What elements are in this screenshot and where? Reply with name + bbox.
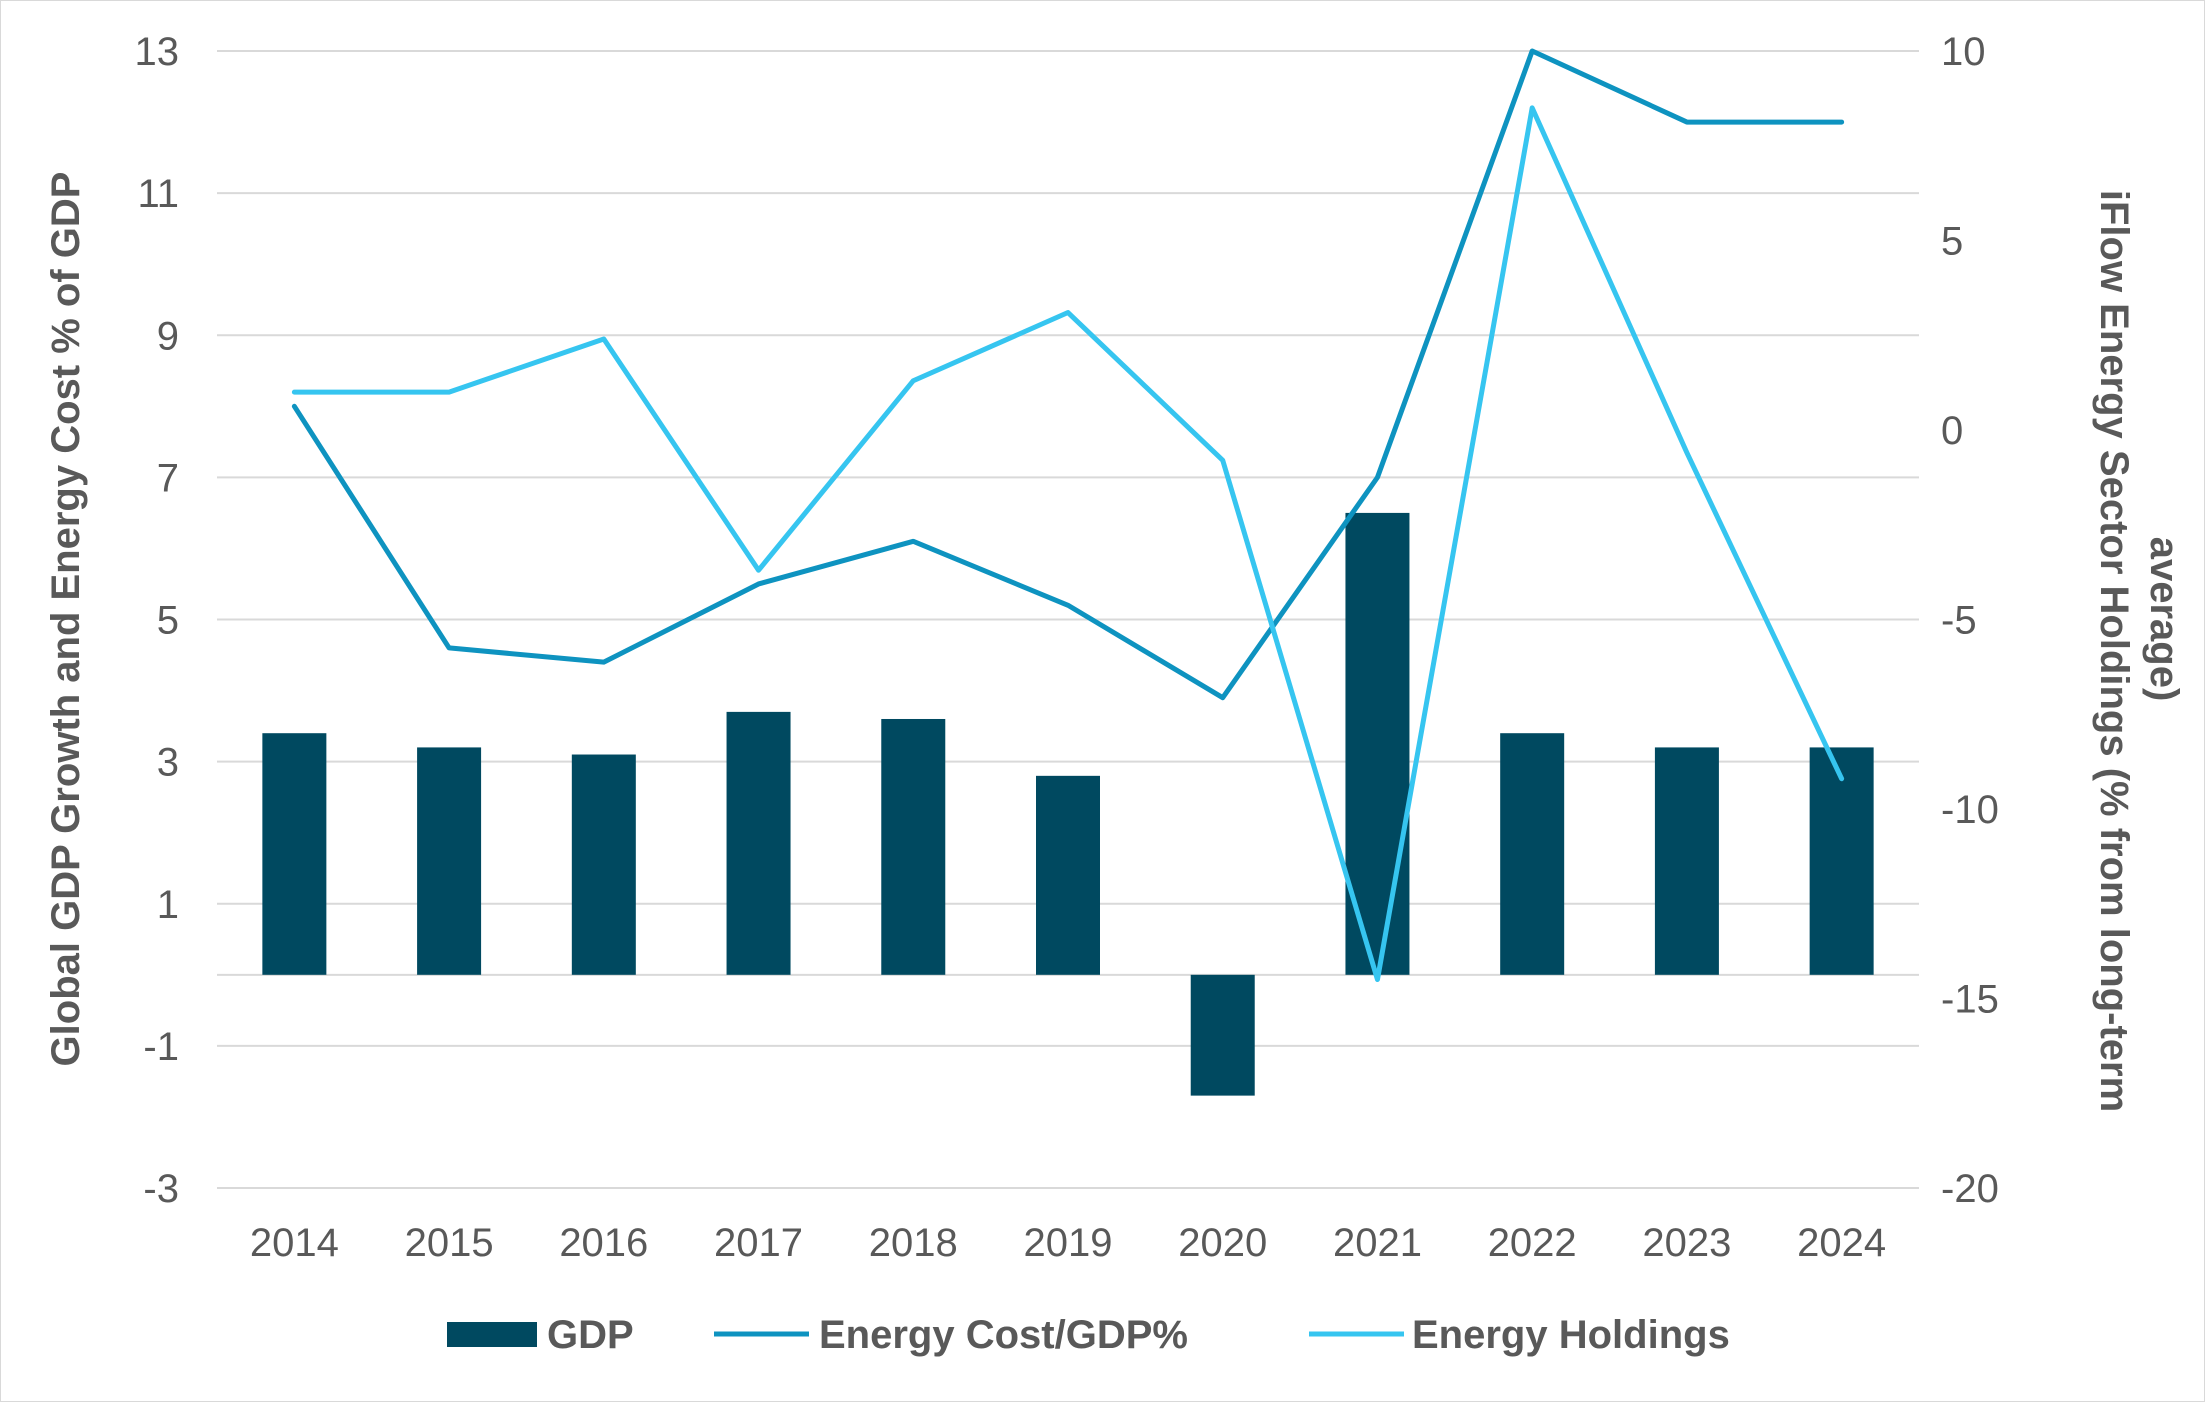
left-tick-label: 7: [157, 456, 179, 500]
gdp-bar: [262, 733, 327, 975]
left-tick-label: 5: [157, 599, 179, 643]
energy-holdings-line: [291, 105, 1845, 983]
gdp-bar: [1190, 974, 1255, 1096]
left-tick-label: 9: [157, 314, 179, 358]
legend: GDP Energy Cost/GDP% Energy Holdings: [447, 1313, 1730, 1357]
x-tick-label: 2021: [1333, 1221, 1422, 1265]
x-tick-label: 2019: [1024, 1221, 1113, 1265]
energy-cost-line: [291, 48, 1845, 701]
right-axis-ticks: 10 5 0 -5 -10 -15 -20: [1941, 30, 1999, 1211]
left-tick-label: 11: [137, 172, 179, 216]
right-tick-label: -20: [1941, 1167, 1999, 1211]
x-tick-label: 2023: [1642, 1221, 1731, 1265]
x-tick-label: 2024: [1797, 1221, 1886, 1265]
gdp-bar: [881, 718, 946, 975]
right-tick-label: 0: [1941, 409, 1963, 453]
gdp-bar: [571, 754, 636, 975]
left-tick-label: 1: [157, 883, 179, 927]
line-series: [291, 48, 1845, 983]
legend-label-energy-holdings: Energy Holdings: [1412, 1313, 1730, 1357]
right-tick-label: -10: [1941, 788, 1999, 832]
x-tick-label: 2018: [869, 1221, 958, 1265]
x-tick-label: 2017: [714, 1221, 803, 1265]
gdp-bar: [1809, 747, 1874, 975]
x-tick-label: 2020: [1178, 1221, 1267, 1265]
left-tick-label: 3: [157, 741, 179, 785]
left-axis-ticks: 13 11 9 7 5 3 1 -1 -3: [135, 30, 180, 1211]
gdp-bar: [1345, 512, 1410, 975]
gdp-bar: [1654, 747, 1719, 975]
x-tick-label: 2015: [405, 1221, 494, 1265]
right-axis-title-line1: iFlow Energy Sector Holdings (% from lon…: [2092, 190, 2136, 1112]
gridlines: [217, 50, 1919, 1189]
gdp-bar: [417, 747, 482, 975]
x-tick-label: 2016: [559, 1221, 648, 1265]
legend-label-energy-cost: Energy Cost/GDP%: [819, 1313, 1188, 1357]
gdp-bar: [726, 711, 791, 975]
left-tick-label: 13: [135, 30, 180, 74]
gdp-bar: [1036, 775, 1100, 975]
left-tick-label: -3: [143, 1167, 179, 1211]
right-tick-label: -15: [1941, 978, 1999, 1022]
x-tick-label: 2014: [250, 1221, 339, 1265]
right-tick-label: 10: [1941, 30, 1986, 74]
x-tick-label: 2022: [1488, 1221, 1577, 1265]
x-axis-ticks: 2014 2015 2016 2017 2018 2019 2020 2021 2022 2023…: [250, 1221, 1886, 1265]
right-tick-label: 5: [1941, 220, 1963, 264]
left-axis-title: Global GDP Growth and Energy Cost % of G…: [44, 172, 88, 1067]
gdp-bar: [1500, 733, 1565, 975]
left-tick-label: -1: [143, 1025, 179, 1069]
right-tick-label: -5: [1941, 599, 1977, 643]
legend-swatch-gdp: [447, 1322, 537, 1347]
legend-label-gdp: GDP: [547, 1313, 634, 1357]
gdp-bars: [262, 512, 1874, 1096]
right-axis-title-line2: average): [2142, 537, 2186, 702]
